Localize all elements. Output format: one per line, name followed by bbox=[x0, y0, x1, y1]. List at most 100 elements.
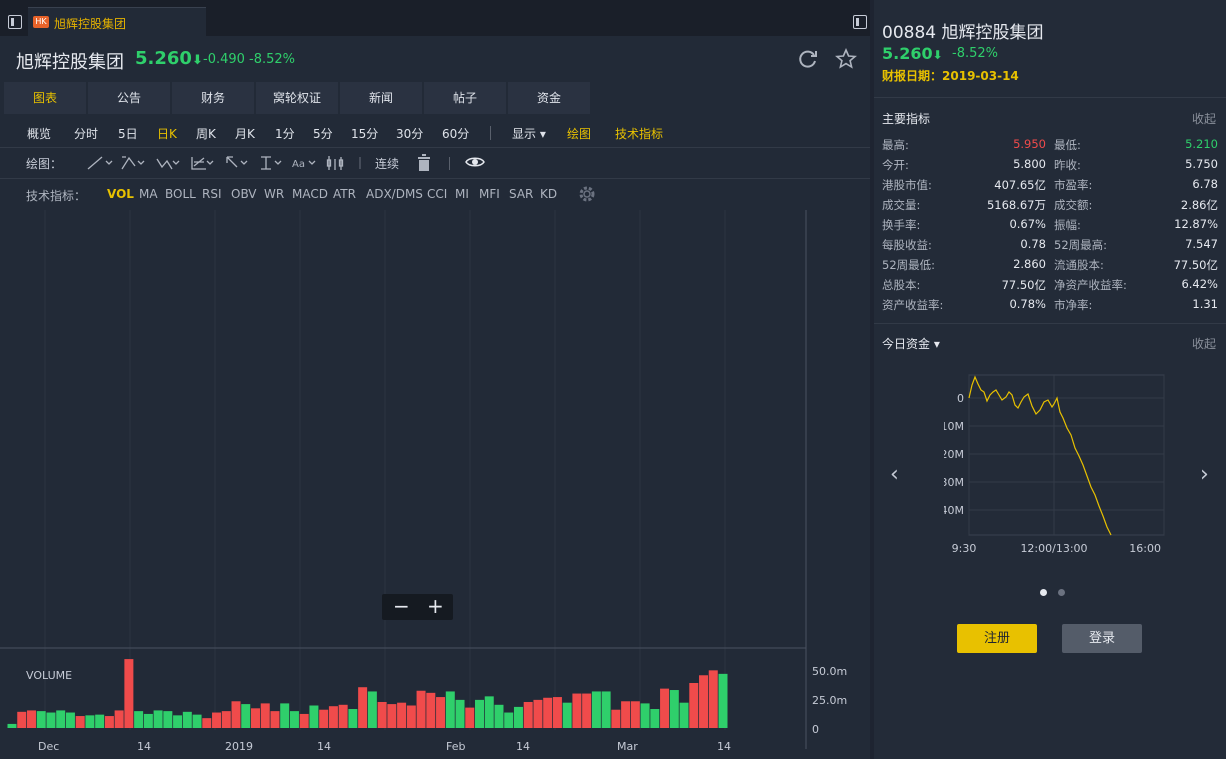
carousel-dot[interactable] bbox=[1058, 589, 1065, 596]
indicator-adx-dms[interactable]: ADX/DMS bbox=[366, 187, 423, 201]
prev-chevron-icon[interactable]: ‹ bbox=[890, 462, 899, 487]
period-5[interactable]: 月K bbox=[235, 127, 255, 141]
period-9[interactable]: 30分 bbox=[396, 127, 424, 141]
nav-tab-6[interactable]: 资金 bbox=[508, 82, 590, 114]
volume-bar bbox=[338, 704, 348, 728]
fund-collapse[interactable]: 收起 bbox=[1191, 337, 1216, 351]
ray-tool-icon bbox=[121, 156, 145, 170]
period-10[interactable]: 60分 bbox=[442, 127, 470, 141]
metrics-collapse[interactable]: 收起 bbox=[1191, 112, 1216, 126]
display-menu[interactable]: 显示 ▾ bbox=[512, 127, 546, 141]
indicator-obv[interactable]: OBV bbox=[231, 187, 257, 201]
indicator-wr[interactable]: WR bbox=[264, 187, 285, 201]
refresh-icon[interactable] bbox=[797, 48, 819, 70]
period-0[interactable]: 概览 bbox=[27, 127, 52, 141]
visibility-eye-icon[interactable] bbox=[465, 155, 485, 169]
x-tick-label: 14 bbox=[516, 740, 530, 753]
metric-value: 2.86亿 bbox=[1180, 198, 1218, 212]
nav-tab-1[interactable]: 公告 bbox=[88, 82, 170, 114]
zoom-out-icon[interactable]: − bbox=[393, 594, 410, 618]
metric-label: 52周最高: bbox=[1054, 238, 1108, 252]
volume-bar bbox=[143, 713, 153, 728]
volume-bar bbox=[436, 697, 446, 728]
period-4[interactable]: 周K bbox=[196, 127, 216, 141]
metric-label: 最高: bbox=[882, 138, 909, 152]
svg-text:Aa: Aa bbox=[292, 159, 305, 170]
register-button[interactable]: 注册 bbox=[957, 624, 1037, 653]
indicator-macd[interactable]: MACD bbox=[292, 187, 328, 201]
favorite-star-icon[interactable] bbox=[835, 48, 857, 70]
fund-x-tick: 12:00/13:00 bbox=[1020, 542, 1087, 555]
period-2[interactable]: 5日 bbox=[118, 127, 138, 141]
nav-tab-2[interactable]: 财务 bbox=[172, 82, 254, 114]
nav-tab-3[interactable]: 窝轮权证 bbox=[256, 82, 338, 114]
next-chevron-icon[interactable]: › bbox=[1200, 462, 1209, 487]
line-tool-icon bbox=[87, 156, 113, 170]
period-3[interactable]: 日K bbox=[157, 127, 177, 141]
candle-tool-icon bbox=[326, 156, 344, 170]
indicator-rsi[interactable]: RSI bbox=[202, 187, 222, 201]
carousel-dot-active[interactable] bbox=[1040, 589, 1047, 596]
volume-bar bbox=[104, 716, 114, 728]
volume-bar bbox=[56, 710, 66, 728]
indicator-settings-gear-icon[interactable] bbox=[578, 185, 596, 203]
stock-tab[interactable]: HK 旭辉控股集团 bbox=[28, 7, 206, 36]
period-8[interactable]: 15分 bbox=[351, 127, 379, 141]
metric-value: 407.65亿 bbox=[994, 178, 1046, 192]
indicator-vol[interactable]: VOL bbox=[107, 187, 134, 201]
volume-bar bbox=[95, 714, 105, 728]
metric-value: 5168.67万 bbox=[986, 198, 1046, 212]
metric-value: 0.67% bbox=[1009, 217, 1046, 231]
indicator-ma[interactable]: MA bbox=[139, 187, 158, 201]
volume-bar bbox=[562, 702, 572, 728]
indicator-cci[interactable]: CCI bbox=[427, 187, 448, 201]
tab-bar: HK 旭辉控股集团 bbox=[0, 0, 870, 36]
period-1[interactable]: 分时 bbox=[74, 127, 99, 141]
indicator-mfi[interactable]: MFI bbox=[479, 187, 500, 201]
nav-tab-5[interactable]: 帖子 bbox=[424, 82, 506, 114]
volume-bar bbox=[241, 704, 251, 728]
volume-bar bbox=[455, 699, 465, 728]
trash-icon[interactable] bbox=[416, 154, 432, 172]
volume-bar bbox=[513, 706, 523, 728]
volume-bar bbox=[660, 688, 670, 728]
continuous-draw-toggle[interactable]: 连续 bbox=[375, 157, 400, 171]
sidebar-toggle-icon[interactable] bbox=[8, 15, 22, 29]
metric-value: 7.547 bbox=[1185, 237, 1218, 251]
indicator-mi[interactable]: MI bbox=[455, 187, 469, 201]
indicator-sar[interactable]: SAR bbox=[509, 187, 534, 201]
metric-label: 资产收益率: bbox=[882, 298, 944, 312]
x-tick-label: Mar bbox=[617, 740, 638, 753]
volume-bar bbox=[611, 709, 621, 728]
volume-bar bbox=[406, 705, 416, 728]
kline-chart[interactable]: 5.265.755.505.255.004.754.504.254.003.75… bbox=[0, 210, 870, 759]
tech-indicator-toggle[interactable]: 技术指标 bbox=[615, 127, 664, 141]
panel-toggle-icon[interactable] bbox=[853, 15, 867, 29]
metric-label: 净资产收益率: bbox=[1054, 278, 1127, 292]
volume-bar bbox=[182, 711, 192, 728]
metric-label: 流通股本: bbox=[1054, 258, 1104, 272]
indicator-kd[interactable]: KD bbox=[540, 187, 558, 201]
volume-bar bbox=[231, 701, 241, 728]
fund-menu[interactable]: 今日资金 ▾ bbox=[882, 337, 940, 351]
fund-y-tick: -20M bbox=[944, 448, 964, 461]
zoom-in-icon[interactable]: + bbox=[427, 594, 444, 618]
volume-bar bbox=[280, 703, 290, 728]
volume-bar bbox=[689, 683, 699, 728]
volume-bar bbox=[718, 673, 728, 728]
nav-tab-0[interactable]: 图表 bbox=[4, 82, 86, 114]
metric-row: 总股本: 77.50亿 净资产收益率: 6.42% bbox=[882, 277, 1218, 297]
volume-bar bbox=[552, 697, 562, 728]
period-6[interactable]: 1分 bbox=[275, 127, 295, 141]
period-7[interactable]: 5分 bbox=[313, 127, 333, 141]
login-button[interactable]: 登录 bbox=[1062, 624, 1142, 653]
volume-tick-label: 0 bbox=[812, 723, 819, 736]
x-tick-label: 14 bbox=[137, 740, 151, 753]
metric-label: 昨收: bbox=[1054, 158, 1081, 172]
nav-tab-4[interactable]: 新闻 bbox=[340, 82, 422, 114]
draw-toggle[interactable]: 绘图 bbox=[567, 127, 592, 141]
volume-bar bbox=[475, 699, 485, 728]
indicator-atr[interactable]: ATR bbox=[333, 187, 356, 201]
metric-label: 总股本: bbox=[882, 278, 921, 292]
indicator-boll[interactable]: BOLL bbox=[165, 187, 196, 201]
